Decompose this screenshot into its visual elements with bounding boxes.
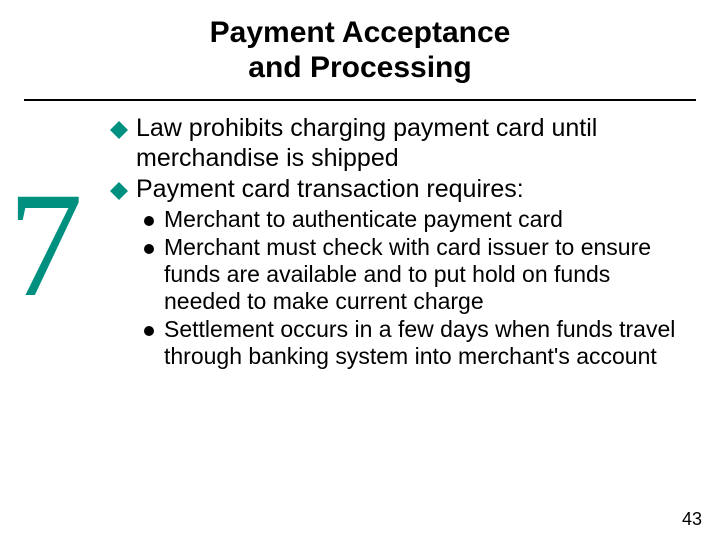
dot-icon — [144, 326, 154, 336]
title-line-1: Payment Acceptance — [0, 16, 720, 51]
diamond-icon — [110, 182, 128, 200]
diamond-icon — [110, 121, 128, 139]
sub-bullet-item: Merchant must check with card issuer to … — [144, 234, 680, 315]
dot-icon — [144, 244, 154, 254]
page-number: 43 — [682, 509, 702, 530]
bullet-item: Payment card transaction requires: — [110, 175, 680, 205]
title-line-2: and Processing — [0, 51, 720, 86]
title-rule — [24, 99, 696, 101]
sub-bullet-item: Merchant to authenticate payment card — [144, 206, 680, 233]
sub-bullet-text: Merchant to authenticate payment card — [164, 206, 563, 233]
sub-bullet-item: Settlement occurs in a few days when fun… — [144, 316, 680, 370]
bullet-text: Law prohibits charging payment card unti… — [136, 114, 680, 173]
content-area: Law prohibits charging payment card unti… — [110, 112, 680, 370]
chapter-number: 7 — [8, 170, 83, 320]
sub-bullet-text: Merchant must check with card issuer to … — [164, 234, 680, 315]
sub-bullet-text: Settlement occurs in a few days when fun… — [164, 316, 680, 370]
title-block: Payment Acceptance and Processing — [0, 0, 720, 93]
bullet-text: Payment card transaction requires: — [136, 175, 524, 205]
dot-icon — [144, 216, 154, 226]
slide: Payment Acceptance and Processing 7 Law … — [0, 0, 720, 540]
bullet-item: Law prohibits charging payment card unti… — [110, 114, 680, 173]
